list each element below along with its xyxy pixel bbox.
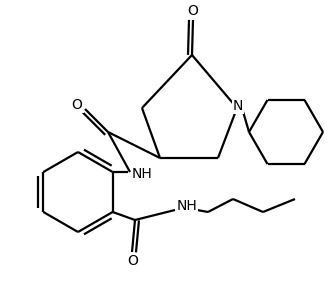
Text: O: O: [128, 254, 139, 268]
Text: N: N: [233, 99, 243, 113]
Text: O: O: [187, 4, 198, 18]
Text: NH: NH: [132, 167, 152, 181]
Text: O: O: [72, 98, 82, 112]
Text: NH: NH: [177, 199, 197, 213]
